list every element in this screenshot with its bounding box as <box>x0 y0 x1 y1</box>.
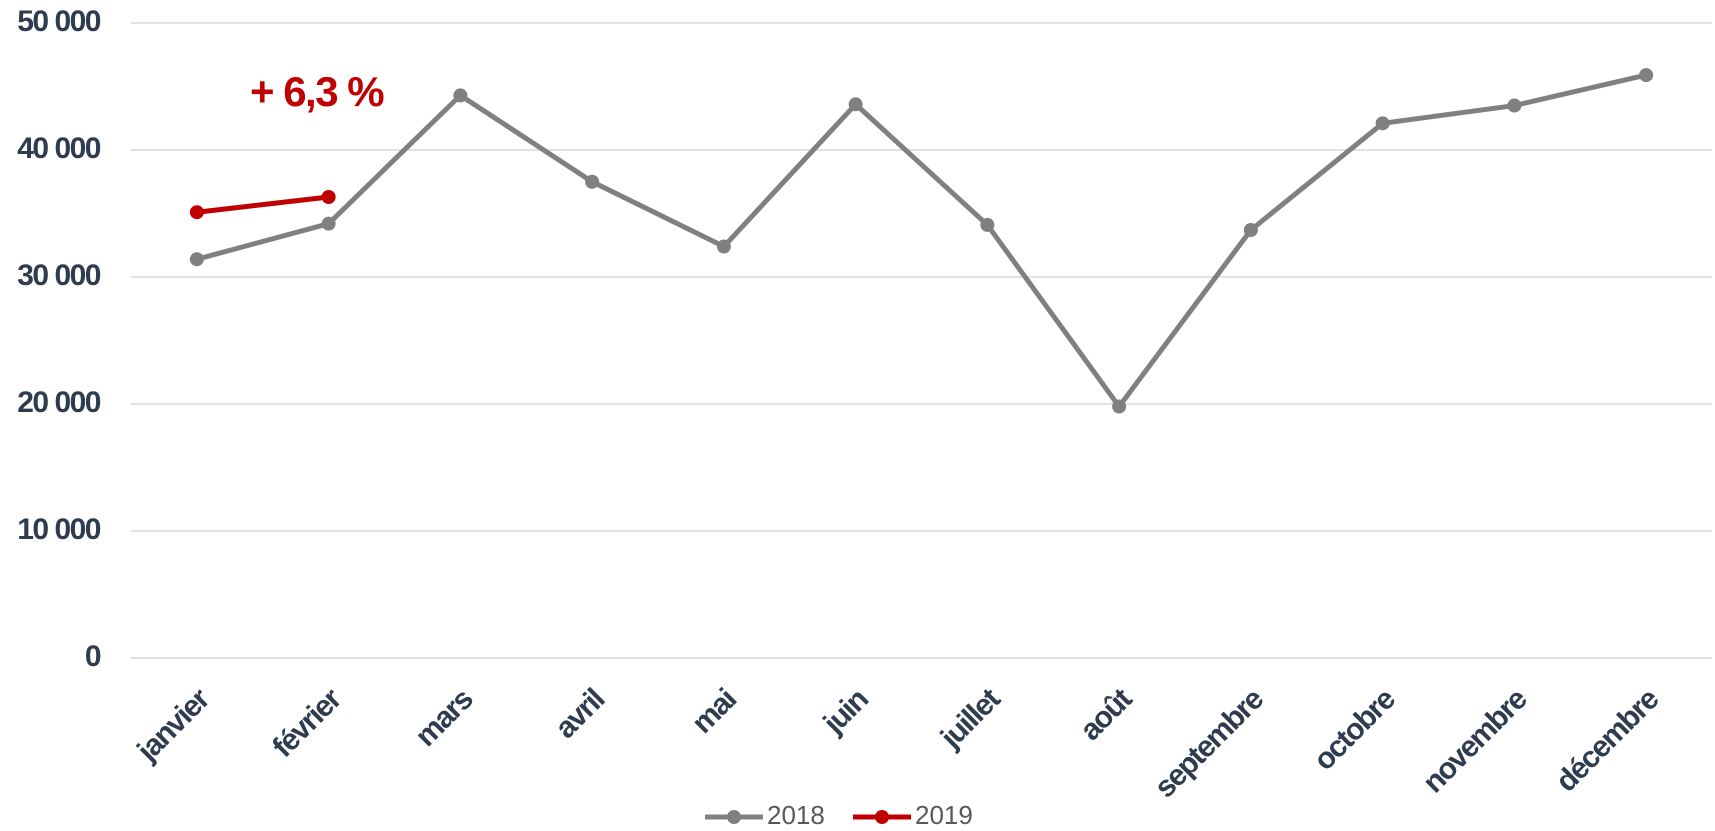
x-tick-label: juillet <box>934 682 1007 755</box>
annotation: + 6,3 % <box>250 68 384 115</box>
data-point <box>1243 223 1258 238</box>
x-tick-label: septembre <box>1148 683 1270 805</box>
legend-label: 2019 <box>915 800 973 830</box>
data-point <box>1112 399 1127 414</box>
x-tick-label: décembre <box>1550 683 1666 799</box>
x-tick-label: juin <box>817 683 875 741</box>
data-point <box>716 239 731 254</box>
x-tick-label: janvier <box>130 682 216 768</box>
x-tick-label: octobre <box>1307 683 1401 777</box>
data-point <box>980 217 995 232</box>
data-point <box>321 216 336 231</box>
y-tick-label: 30 000 <box>17 259 101 292</box>
x-tick-label: avril <box>549 683 611 745</box>
data-point <box>1507 98 1522 113</box>
y-tick-label: 10 000 <box>17 513 101 546</box>
data-point <box>321 189 336 204</box>
y-tick-label: 50 000 <box>17 5 101 38</box>
legend-marker <box>727 810 741 824</box>
x-tick-label: février <box>266 682 348 764</box>
data-point <box>189 205 204 220</box>
data-point <box>189 252 204 267</box>
data-point <box>1639 68 1654 83</box>
data-point <box>585 174 600 189</box>
x-tick-label: mars <box>409 683 479 753</box>
y-tick-label: 20 000 <box>17 386 101 419</box>
series-line <box>196 194 329 215</box>
data-point <box>453 88 468 103</box>
y-tick-label: 40 000 <box>17 132 101 165</box>
series-line <box>196 72 1647 410</box>
data-point <box>1375 116 1390 131</box>
legend-label: 2018 <box>767 800 825 830</box>
legend-marker <box>875 810 889 824</box>
data-point <box>848 97 863 112</box>
x-tick-label: novembre <box>1417 683 1534 800</box>
x-tick-label: août <box>1074 682 1139 747</box>
x-tick-label: mai <box>686 683 743 740</box>
y-tick-label: 0 <box>85 640 101 673</box>
